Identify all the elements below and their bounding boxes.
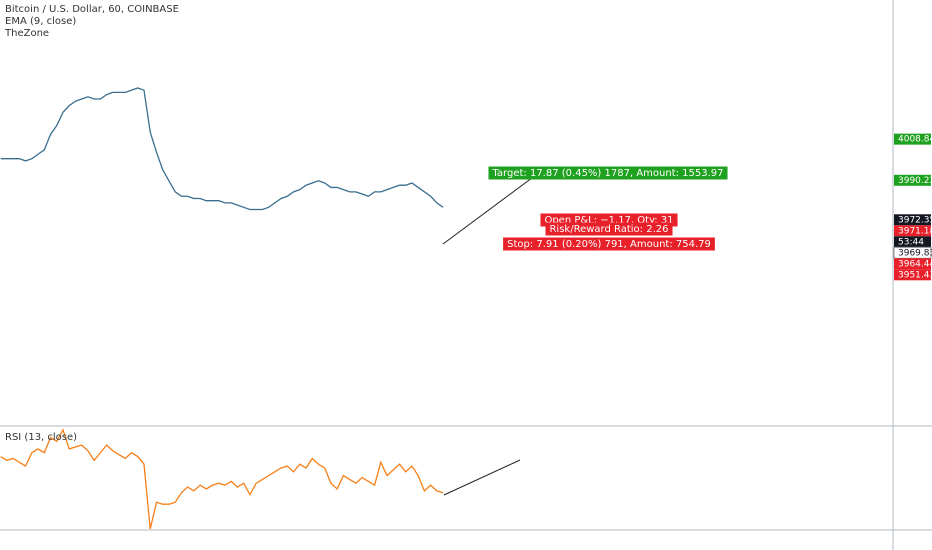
legend-indicator: TheZone xyxy=(4,28,49,39)
price-label: 3971.18 xyxy=(898,226,932,236)
price-label-bg xyxy=(894,133,931,145)
price-label-bg xyxy=(894,258,931,270)
price-label-bg xyxy=(894,174,931,186)
price-label: 3964.44 xyxy=(898,259,932,269)
labels: Target: 17.87 (0.45%) 1787, Amount: 1553… xyxy=(488,133,932,281)
stop-label: Stop: 7.91 (0.20%) 791, Amount: 754.79 xyxy=(507,239,711,250)
legend-ema: EMA (9, close) xyxy=(5,16,76,27)
series-line xyxy=(0,428,444,530)
price-label-bg xyxy=(894,269,931,281)
price-label: 53:44 xyxy=(898,237,924,247)
price-label: 3972.35 xyxy=(898,215,932,225)
price-label: 3951.43 xyxy=(898,270,932,280)
target-label: Target: 17.87 (0.45%) 1787, Amount: 1553… xyxy=(491,168,723,179)
target-label-bg xyxy=(488,166,728,180)
series-line xyxy=(0,87,444,211)
stop-label-bg xyxy=(503,237,715,251)
ratio-label-bg xyxy=(545,222,673,236)
legend-title: Bitcoin / U.S. Dollar, 60, COINBASE xyxy=(5,4,179,15)
trend-line xyxy=(442,171,541,245)
price-label-bg xyxy=(893,246,932,259)
price-label-bg xyxy=(894,214,931,226)
price-label: 3969.83 xyxy=(898,248,932,258)
price-label: 4008.84 xyxy=(898,135,932,145)
price-label-bg xyxy=(894,225,931,237)
pnl-label: Open P&L: −1.17, Qty: 31 xyxy=(544,215,673,226)
price-label: 3990.22 xyxy=(898,176,932,186)
legend-rsi: RSI (13, close) xyxy=(5,432,77,443)
ratio-label: Risk/Reward Ratio: 2.26 xyxy=(549,224,668,235)
price-label-bg xyxy=(894,236,931,248)
marks xyxy=(0,87,444,530)
trend-line xyxy=(443,459,521,496)
